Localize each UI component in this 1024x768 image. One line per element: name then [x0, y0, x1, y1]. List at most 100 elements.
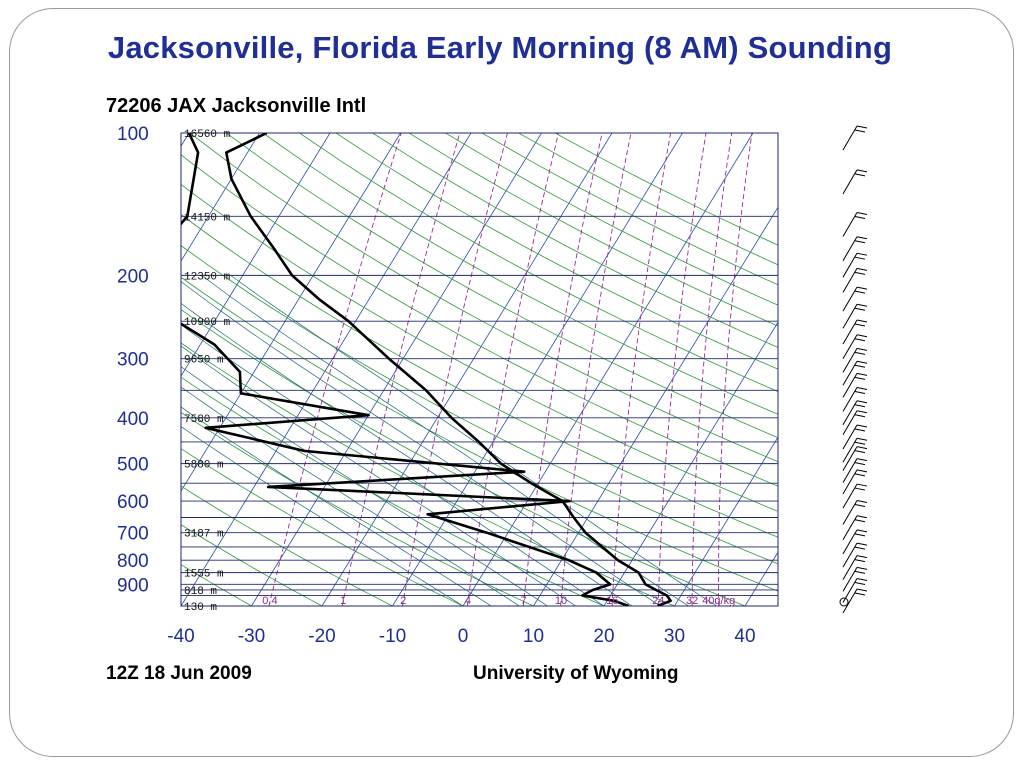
wind-barbs [839, 125, 868, 614]
mixing-ratio-line [657, 133, 707, 606]
isotherm-line [321, 133, 613, 606]
isotherm-line [603, 321, 778, 606]
temperature-tick-label: 40 [734, 626, 755, 647]
mixing-ratio-label: 0.4 [262, 595, 277, 607]
wind-barb [842, 252, 868, 278]
mixing-ratio-label: 4 [465, 595, 471, 607]
wind-barb [842, 469, 868, 495]
dry-adiabat [181, 245, 778, 565]
dry-adiabat [518, 133, 778, 266]
mixing-ratio-line [560, 133, 632, 606]
wind-barb [842, 319, 868, 345]
wind-barb [842, 410, 868, 436]
pressure-tick-label: 800 [117, 551, 149, 572]
pressure-tick-label: 600 [117, 492, 149, 513]
moist-adiabat [181, 281, 661, 606]
moist-adiabat [181, 406, 492, 606]
isotherm-line [392, 133, 683, 606]
background-lines [0, 133, 1024, 606]
mixing-ratio-line [718, 133, 753, 606]
isotherm-line [533, 206, 778, 606]
moist-adiabat [181, 386, 520, 606]
wind-barb [842, 437, 868, 463]
wind-barb [842, 542, 868, 568]
dry-adiabat [189, 133, 778, 463]
dry-adiabat [181, 376, 605, 606]
height-label: 16560 m [184, 129, 231, 141]
mixing-ratio-label: 32 [686, 595, 698, 607]
chart-footer-source: University of Wyoming [473, 663, 679, 684]
isotherm-line [0, 133, 48, 606]
slide-title: Jacksonville, Florida Early Morning (8 A… [107, 30, 893, 65]
wind-barb [842, 212, 868, 237]
wind-barb [842, 303, 868, 329]
height-label: 5880 m [184, 460, 224, 472]
isotherm-line [181, 133, 472, 606]
wind-barb [842, 169, 868, 195]
height-label: 7580 m [184, 414, 224, 426]
dry-adiabat [226, 133, 778, 439]
mixing-ratio-label: 2 [400, 595, 406, 607]
moist-adiabat [181, 345, 576, 606]
wind-barb [842, 515, 868, 540]
wind-barb [842, 125, 868, 151]
isotherm-line [886, 133, 1024, 606]
dry-adiabat [554, 133, 778, 246]
wind-barb [842, 387, 868, 412]
chart-title: 72206 JAX Jacksonville Intl [106, 95, 366, 117]
dry-adiabat [335, 133, 778, 370]
dewpoint-profile [181, 133, 630, 606]
chart-footer-date: 12Z 18 Jun 2009 [106, 663, 252, 684]
wind-barb [842, 360, 868, 386]
mixing-ratio-label: 10 [555, 595, 567, 607]
mixing-ratio-label: 7 [521, 595, 527, 607]
temperature-tick-label: 20 [593, 626, 614, 647]
pressure-tick-label: 700 [117, 524, 149, 545]
mixing-ratio-line [268, 133, 402, 606]
dry-adiabat [445, 133, 778, 306]
dry-adiabat [262, 133, 778, 415]
pressure-isobars [180, 132, 779, 607]
isotherm-line [462, 133, 754, 606]
moist-adiabat [230, 275, 717, 606]
height-label: 12350 m [184, 271, 231, 283]
wind-barb [842, 458, 868, 483]
temperature-tick-label: -10 [379, 626, 406, 647]
pressure-tick-label: 100 [117, 124, 149, 145]
wind-barb [842, 566, 868, 592]
isotherm-line [181, 133, 260, 262]
temperature-tick-label: -30 [238, 626, 265, 647]
mixing-ratio-line [611, 133, 672, 606]
mixing-ratio-label: 40g/kg [702, 595, 735, 607]
height-label: 818 m [184, 586, 217, 598]
mixing-ratio-line [691, 133, 733, 606]
wind-barb [842, 446, 868, 471]
height-label: 1555 m [184, 569, 224, 581]
height-label: 14150 m [184, 212, 231, 224]
dry-adiabat [181, 448, 464, 606]
pressure-tick-label: 300 [117, 350, 149, 371]
wind-barb [842, 347, 868, 373]
isotherm-line [674, 436, 778, 606]
wind-barb [842, 334, 868, 359]
temperature-tick-label: -40 [167, 626, 194, 647]
wind-barb [842, 483, 868, 509]
isotherm-line [0, 133, 119, 606]
isotherm-line [816, 133, 1024, 606]
wind-barb [842, 500, 868, 525]
wind-barb [842, 400, 868, 426]
temperature-profile [225, 133, 672, 606]
dry-adiabat [372, 133, 778, 348]
calm-wind-circle [839, 597, 849, 607]
wind-barb [842, 424, 868, 450]
height-label: 130 m [184, 602, 217, 614]
pressure-tick-label: 400 [117, 409, 149, 430]
sounding-profiles [181, 133, 672, 606]
dry-adiabat [181, 524, 323, 606]
dry-adiabat [481, 133, 778, 286]
dry-adiabat [408, 133, 778, 327]
mixing-ratio-label: 24 [652, 595, 664, 607]
isotherm-line [181, 133, 190, 147]
wind-barb [842, 588, 868, 614]
